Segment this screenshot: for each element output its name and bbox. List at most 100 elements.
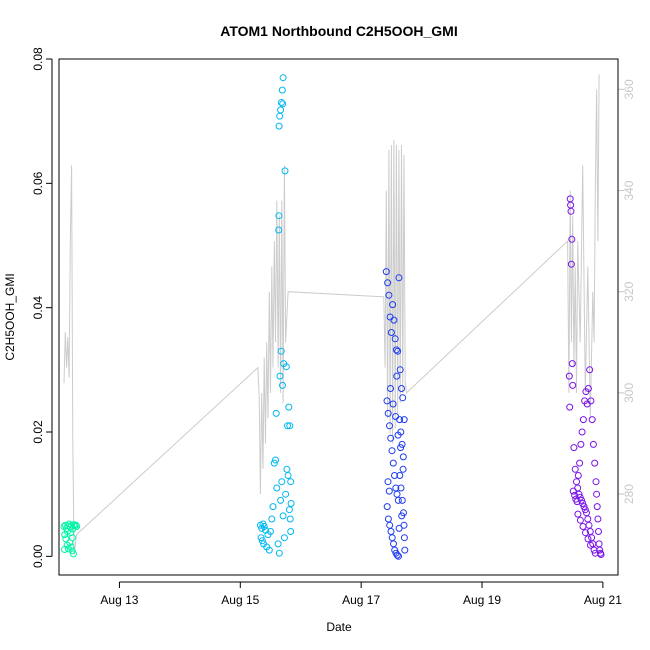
scatter-point-1-30 bbox=[277, 347, 285, 355]
scatter-point-1-21 bbox=[279, 512, 287, 520]
scatter-point-2-4 bbox=[387, 329, 395, 336]
scatter-point-1-41 bbox=[277, 106, 285, 114]
scatter-point-2-30 bbox=[386, 521, 394, 529]
scatter-point-1-46 bbox=[286, 422, 294, 430]
scatter-point-1-13 bbox=[269, 503, 277, 511]
scatter-point-1-18 bbox=[275, 549, 283, 557]
scatter-point-3-55 bbox=[576, 516, 584, 524]
scatter-point-2-48 bbox=[394, 431, 402, 439]
scatter-point-2-38 bbox=[396, 472, 404, 479]
scatter-point-2-40 bbox=[398, 496, 406, 504]
scatter-point-3-45 bbox=[592, 478, 600, 486]
scatter-point-1-47 bbox=[287, 478, 295, 486]
scatter-point-2-29 bbox=[384, 515, 392, 523]
scatter-point-1-24 bbox=[283, 465, 291, 473]
scatter-point-1-5 bbox=[257, 534, 265, 542]
scatter-point-3-40 bbox=[586, 366, 594, 374]
scatter-point-2-0 bbox=[382, 268, 390, 276]
scatter-point-3-43 bbox=[589, 440, 597, 448]
scatter-point-1-22 bbox=[280, 534, 288, 542]
scatter-point-2-28 bbox=[383, 503, 391, 511]
scatter-point-3-48 bbox=[594, 515, 602, 523]
scatter-point-2-17 bbox=[387, 434, 395, 442]
scatter-point-2-36 bbox=[393, 551, 401, 559]
y-tick-label: 0.00 bbox=[31, 544, 45, 568]
scatter-point-3-41 bbox=[587, 397, 595, 405]
y-axis-label: C2H5OOH_GMI bbox=[3, 273, 17, 360]
scatter-point-3-8 bbox=[566, 403, 574, 411]
scatter-point-1-45 bbox=[279, 100, 287, 108]
scatter-point-2-44 bbox=[401, 546, 409, 554]
scatter-point-0-19 bbox=[73, 523, 81, 530]
y2-tick-label: 360 bbox=[622, 79, 636, 99]
scatter-point-3-47 bbox=[593, 503, 601, 511]
scatter-point-3-30 bbox=[573, 498, 581, 506]
scatter-point-2-33 bbox=[390, 540, 397, 548]
scatter-point-0-20 bbox=[63, 528, 71, 535]
scatter-point-2-23 bbox=[394, 496, 402, 504]
chart-title: ATOM1 Northbound C2H5OOH_GMI bbox=[220, 23, 457, 39]
scatter-point-0-16 bbox=[70, 550, 77, 558]
scatter-point-2-42 bbox=[400, 521, 408, 529]
plot-frame bbox=[58, 58, 619, 576]
scatter-point-3-50 bbox=[595, 540, 603, 548]
scatter-point-1-33 bbox=[284, 422, 291, 430]
y2-tick-label: 340 bbox=[622, 180, 636, 200]
scatter-point-0-10 bbox=[62, 535, 70, 543]
scatter-point-3-27 bbox=[569, 487, 577, 495]
scatter-point-1-48 bbox=[287, 500, 295, 507]
scatter-point-1-49 bbox=[286, 515, 294, 523]
x-tick-label: Aug 15 bbox=[221, 593, 259, 607]
scatter-point-1-15 bbox=[272, 456, 279, 464]
scatter-point-2-50 bbox=[399, 465, 407, 473]
scatter-point-2-13 bbox=[399, 394, 407, 402]
scatter-point-3-32 bbox=[576, 459, 584, 467]
scatter-point-2-20 bbox=[391, 472, 398, 479]
right-axis-line-series bbox=[63, 74, 600, 555]
x-tick-label: Aug 17 bbox=[342, 593, 380, 607]
scatter-point-1-34 bbox=[285, 403, 293, 411]
scatter-point-3-13 bbox=[575, 490, 583, 498]
scatter-point-2-6 bbox=[390, 316, 398, 324]
scatter-point-3-51 bbox=[596, 546, 604, 554]
scatter-point-1-25 bbox=[284, 472, 292, 479]
scatter-point-1-20 bbox=[278, 478, 286, 486]
scatter-point-2-19 bbox=[389, 459, 397, 467]
scatter-point-2-11 bbox=[396, 366, 404, 374]
scatter-point-3-21 bbox=[585, 521, 593, 529]
scatter-point-2-56 bbox=[395, 524, 403, 532]
y2-tick-label: 280 bbox=[622, 484, 636, 504]
scatter-point-3-20 bbox=[584, 515, 592, 523]
scatter-point-3-23 bbox=[588, 534, 596, 542]
scatter-point-2-54 bbox=[400, 416, 408, 424]
scatter-point-3-35 bbox=[579, 416, 587, 424]
scatter-point-2-16 bbox=[386, 422, 393, 430]
scatter-point-0-22 bbox=[68, 534, 76, 542]
scatter-point-3-53 bbox=[597, 551, 605, 558]
scatter-point-3-34 bbox=[578, 428, 586, 436]
scatter-point-2-10 bbox=[395, 274, 403, 282]
x-axis-label: Date bbox=[326, 620, 352, 634]
scatter-point-1-14 bbox=[270, 459, 278, 467]
scatter-point-1-6 bbox=[258, 537, 266, 545]
scatter-point-3-7 bbox=[565, 372, 573, 380]
scatter-point-2-14 bbox=[383, 397, 391, 405]
scatter-point-1-17 bbox=[274, 540, 282, 548]
scatter-point-1-36 bbox=[275, 226, 283, 234]
y-tick-label: 0.04 bbox=[31, 296, 45, 320]
scatter-point-1-10 bbox=[265, 546, 273, 554]
x-tick-label: Aug 21 bbox=[584, 593, 622, 607]
scatter-point-3-4 bbox=[568, 235, 576, 243]
scatter-point-2-43 bbox=[400, 534, 408, 542]
scatter-point-1-11 bbox=[267, 528, 274, 535]
scatter-point-2-39 bbox=[397, 484, 405, 492]
scatter-point-3-58 bbox=[584, 535, 592, 543]
scatter-point-1-37 bbox=[275, 212, 283, 220]
scatter-point-2-37 bbox=[395, 552, 402, 560]
scatter-point-3-46 bbox=[593, 490, 601, 498]
scatter-point-1-38 bbox=[281, 167, 289, 175]
scatter-point-2-51 bbox=[384, 478, 392, 486]
scatter-point-2-47 bbox=[392, 413, 400, 420]
scatter-point-2-26 bbox=[398, 440, 406, 448]
